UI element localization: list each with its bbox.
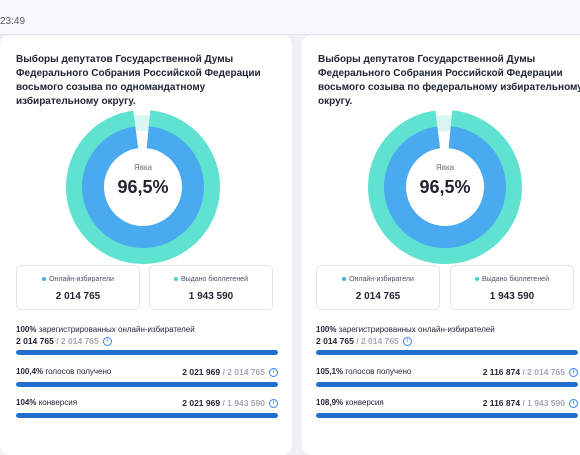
card-title: Выборы депутатов Государственной Думы Фе… — [318, 54, 580, 107]
turnout-donut-svg — [66, 110, 220, 264]
info-icon[interactable]: i — [569, 368, 578, 378]
progress-fill — [316, 350, 578, 355]
metric-text: зарегистрированных онлайн-избирателей — [338, 325, 495, 334]
ballots-issued-value: 1 943 590 — [188, 291, 234, 302]
ballots-issued-value: 1 943 590 — [489, 291, 535, 302]
clock-time: 23:49 — [0, 16, 26, 27]
turnout-value: 96,5% — [419, 177, 471, 197]
online-voters-label: Онлайн-избиратели — [349, 276, 414, 283]
metric-percent: 105,1% — [316, 367, 344, 376]
online-voters-dot — [42, 277, 47, 282]
metric-value: 2 021 969 — [182, 398, 221, 408]
turnout-donut: Явка 96,5% — [63, 107, 223, 267]
progress-bar — [316, 382, 578, 387]
donut-inner-arc — [384, 126, 506, 248]
progress-bar — [16, 382, 278, 387]
metric-total: / 2 014 765 — [522, 367, 565, 377]
progress-bar — [316, 350, 578, 355]
online-voters-box: Онлайн-избиратели 2 014 765 — [16, 265, 140, 310]
online-voters-value: 2 014 765 — [355, 291, 401, 302]
ballots-issued-dot — [474, 277, 479, 282]
metric-percent: 104% — [16, 398, 37, 407]
ballots-issued-label: Выдано бюллетеней — [481, 276, 549, 283]
online-voters-label: Онлайн-избиратели — [49, 276, 114, 283]
ballots-issued-box: Выдано бюллетеней 1 943 590 — [450, 265, 574, 310]
donut-remainder-arc — [133, 115, 150, 132]
info-icon[interactable]: i — [569, 399, 578, 409]
metric-text: голосов получено — [345, 367, 412, 376]
metric-total: / 2 014 765 — [222, 367, 265, 377]
metric-registered: 100% зарегистрированных онлайн-избирател… — [16, 325, 278, 355]
metric-total: / 2 014 765 — [56, 336, 99, 346]
metric-conversion: 108,9% конверсия 2 116 874 / 1 943 590 i — [316, 398, 578, 418]
metric-text: зарегистрированных онлайн-избирателей — [38, 325, 195, 334]
online-voters-dot — [342, 277, 347, 282]
online-voters-box: Онлайн-избиратели 2 014 765 — [316, 265, 440, 310]
progress-bar — [16, 350, 278, 355]
metric-votes-received: 100,4% голосов получено 2 021 969 / 2 01… — [16, 367, 278, 387]
turnout-label: Явка — [133, 163, 153, 172]
turnout-value: 96,5% — [117, 177, 169, 197]
top-bar: 23:49 — [0, 0, 580, 35]
ballots-issued-label: Выдано бюллетеней — [180, 276, 248, 283]
election-card-single-mandate: Выборы депутатов Государственной Думы Фе… — [0, 35, 292, 455]
metric-conversion: 104% конверсия 2 021 969 / 1 943 590 i — [16, 398, 278, 418]
donut-outer-arc — [368, 110, 522, 264]
metric-text: голосов получено — [45, 367, 112, 376]
progress-fill — [316, 382, 578, 387]
progress-fill — [16, 382, 278, 387]
metric-percent: 100% — [316, 325, 337, 334]
ballots-issued-dot — [173, 277, 178, 282]
metric-value: 2 014 765 — [16, 336, 54, 346]
info-icon[interactable]: i — [269, 368, 278, 378]
metric-total: / 2 014 765 — [356, 336, 399, 346]
progress-bar — [316, 413, 578, 418]
metric-value: 2 116 874 — [482, 367, 521, 377]
info-icon[interactable]: i — [269, 399, 278, 409]
donut-inner-arc — [82, 126, 204, 248]
turnout-donut-svg — [368, 110, 522, 264]
metric-text: конверсия — [38, 398, 78, 407]
progress-fill — [316, 413, 578, 418]
ballots-issued-box: Выдано бюллетеней 1 943 590 — [149, 265, 273, 310]
donut-center — [105, 149, 181, 225]
online-voters-value: 2 014 765 — [55, 291, 101, 302]
progress-bar — [16, 413, 278, 418]
metric-total: / 1 943 590 — [222, 398, 265, 408]
metric-value: 2 021 969 — [182, 367, 221, 377]
turnout-donut: Явка 96,5% — [365, 107, 525, 267]
donut-outer-arc — [66, 110, 220, 264]
metric-percent: 100% — [16, 325, 37, 334]
info-icon[interactable]: i — [402, 337, 412, 347]
turnout-label: Явка — [435, 163, 455, 172]
metric-percent: 108,9% — [316, 398, 344, 407]
info-icon[interactable]: i — [102, 337, 112, 347]
donut-remainder-arc — [435, 115, 452, 132]
election-card-federal: Выборы депутатов Государственной Думы Фе… — [302, 35, 580, 455]
metric-registered: 100% зарегистрированных онлайн-избирател… — [316, 325, 578, 355]
metric-total: / 1 943 590 — [522, 398, 565, 408]
card-title: Выборы депутатов Государственной Думы Фе… — [16, 54, 261, 107]
metric-percent: 100,4% — [16, 367, 44, 376]
donut-center — [407, 149, 483, 225]
metric-value: 2 014 765 — [316, 336, 354, 346]
metric-value: 2 116 874 — [482, 398, 521, 408]
metric-votes-received: 105,1% голосов получено 2 116 874 / 2 01… — [316, 367, 578, 387]
metric-text: конверсия — [345, 398, 384, 407]
progress-fill — [16, 350, 278, 355]
progress-fill — [16, 413, 278, 418]
